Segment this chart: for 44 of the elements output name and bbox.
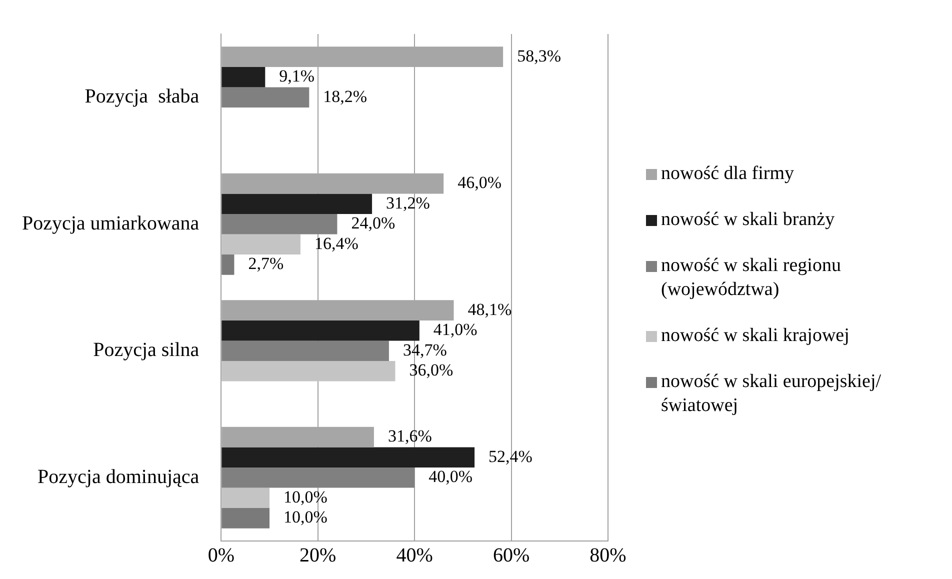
- legend-label: nowość dla firmy: [661, 162, 795, 186]
- bar: [222, 340, 389, 362]
- legend-label: nowość w skali regionu (województwa): [661, 254, 842, 302]
- bar: [222, 66, 266, 88]
- legend-label: nowość w skali europejskiej/światowej: [661, 370, 882, 418]
- x-tick-label: 0%: [208, 544, 234, 566]
- bar: [222, 488, 270, 508]
- data-label: 16,4%: [314, 234, 358, 253]
- bar: [222, 508, 270, 528]
- y-tick-label: Pozycja słaba: [84, 86, 200, 108]
- bar: [222, 87, 310, 108]
- y-tick-label: Pozycja silna: [93, 339, 200, 362]
- data-label: 10,0%: [284, 487, 328, 506]
- data-label: 9,1%: [279, 66, 315, 86]
- data-label: 18,2%: [323, 86, 368, 106]
- data-label: 31,6%: [388, 426, 432, 446]
- bar: [222, 234, 300, 255]
- legend-label: nowość w skali branży: [661, 208, 836, 232]
- bar: [222, 194, 372, 214]
- legend-label: nowość w skali krajowej: [661, 324, 850, 348]
- y-tick-label: Pozycja dominująca: [38, 466, 200, 488]
- bar: [222, 467, 415, 488]
- data-label: 36,0%: [409, 360, 454, 380]
- x-tick-label: 20%: [300, 544, 336, 566]
- data-label: 34,7%: [402, 340, 447, 360]
- data-label: 40,0%: [428, 467, 472, 486]
- y-tick-label: Pozycja umiarkowana: [22, 212, 200, 234]
- data-label: 58,3%: [517, 46, 561, 66]
- x-tick-label: 40%: [396, 544, 433, 566]
- data-label: 24,0%: [351, 214, 396, 233]
- data-label: 10,0%: [284, 508, 328, 527]
- x-tick-label: 80%: [590, 544, 626, 566]
- data-label: 52,4%: [488, 446, 532, 466]
- data-label: 2,7%: [248, 254, 284, 274]
- bar: [222, 254, 234, 275]
- x-tick-label: 60%: [492, 544, 530, 566]
- bar: [222, 320, 420, 341]
- bar: [222, 214, 338, 234]
- bar: [222, 447, 475, 468]
- data-label: 48,1%: [468, 300, 512, 319]
- bar: [222, 361, 396, 382]
- data-label: 31,2%: [386, 193, 430, 212]
- data-label: 41,0%: [433, 320, 478, 340]
- data-label: 46,0%: [458, 173, 502, 192]
